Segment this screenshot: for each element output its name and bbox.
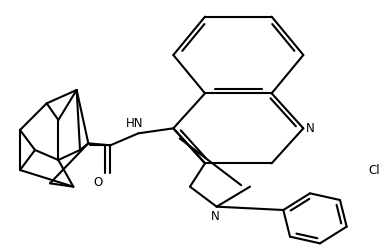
Text: N: N bbox=[306, 122, 315, 135]
Text: HN: HN bbox=[126, 117, 143, 130]
Text: N: N bbox=[211, 210, 220, 223]
Text: Cl: Cl bbox=[368, 163, 380, 177]
Text: O: O bbox=[93, 176, 102, 189]
